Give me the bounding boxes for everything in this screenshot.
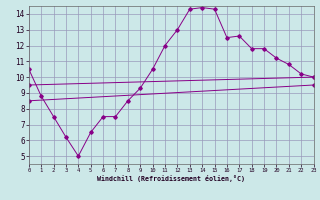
X-axis label: Windchill (Refroidissement éolien,°C): Windchill (Refroidissement éolien,°C): [97, 175, 245, 182]
